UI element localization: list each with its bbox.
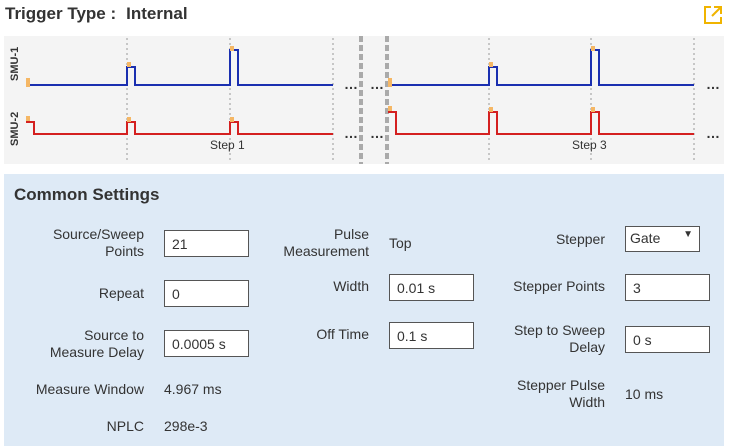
source-measure-delay-input[interactable] [164,330,249,357]
width-label: Width [333,278,369,294]
common-settings-title: Common Settings [14,185,160,204]
label-line: Source to [84,327,144,343]
repeat-input[interactable] [164,280,249,307]
trigger-type-label: Trigger Type : [5,4,117,23]
ellipsis: … [370,125,384,141]
off-time-input[interactable] [389,322,474,349]
measure-markers [26,46,595,122]
pulse-measurement-value: Top [389,235,412,251]
external-link-icon[interactable] [702,4,724,26]
step-label-3: Step 3 [572,138,607,152]
ellipsis: … [344,76,358,92]
channel-label-smu2: SMU-2 [9,112,21,146]
stepper-pulse-width-label: Stepper Pulse Width [460,377,605,411]
common-settings-panel [4,174,724,446]
stepper-select[interactable]: Gate ▼ [625,226,700,252]
axis-break [359,36,389,164]
smu2-waveform-right [388,111,694,135]
nplc-label: NPLC [106,418,144,434]
measure-window-value: 4.967 ms [164,381,222,397]
source-measure-delay-label: Source to Measure Delay [20,327,144,361]
smu1-waveform-right [388,49,694,86]
smu2-waveform-left [26,121,333,135]
label-line: Step to Sweep [513,322,605,338]
stepper-pulse-width-value: 10 ms [625,386,664,402]
smu1-waveform-left [26,49,333,86]
label-line: Stepper Pulse [517,377,605,393]
stepper-label: Stepper [555,231,605,247]
stepper-points-input[interactable] [625,274,710,301]
trigger-type-heading: Trigger Type : Internal [5,4,188,24]
ellipsis: … [706,125,720,141]
channel-label-smu1: SMU-1 [9,47,21,81]
label-line: Source/Sweep [52,226,144,242]
label-line: Points [105,243,144,259]
label-line: Width [569,394,605,410]
ellipsis: … [370,76,384,92]
label-line: Pulse [333,226,369,242]
measure-window-label: Measure Window [35,381,144,397]
trigger-type-value: Internal [126,4,188,23]
source-sweep-points-input[interactable] [164,230,249,257]
width-input[interactable] [389,274,474,301]
stepper-points-label: Stepper Points [513,278,605,294]
label-line: Measure Delay [49,344,144,360]
off-time-label: Off Time [316,326,369,342]
pulse-timing-diagram: SMU-1 SMU-2 … … … … … [4,36,724,164]
nplc-value: 298e-3 [164,418,208,434]
step-to-sweep-delay-label: Step to Sweep Delay [460,322,605,356]
stepper-selected-value: Gate [630,230,661,246]
pulse-measurement-label: Pulse Measurement [250,226,369,260]
label-line: Delay [569,339,605,355]
step-to-sweep-delay-input[interactable] [625,326,710,353]
ellipsis: … [706,76,720,92]
repeat-label: Repeat [98,285,144,301]
step-label-1: Step 1 [210,138,245,152]
label-line: Measurement [283,243,369,259]
source-sweep-points-label: Source/Sweep Points [20,226,144,260]
ellipsis: … [344,125,358,141]
chevron-down-icon: ▼ [683,229,693,240]
